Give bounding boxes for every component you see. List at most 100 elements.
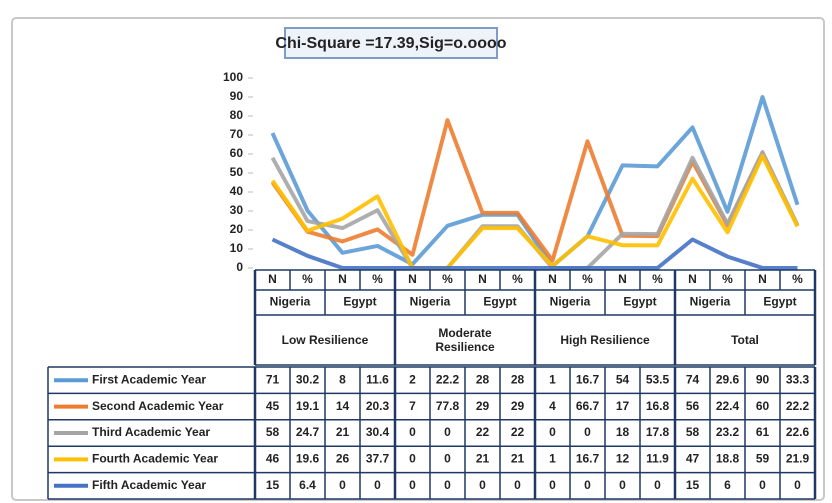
table-value: 0	[654, 478, 661, 492]
y-tick-label: 30	[230, 203, 244, 217]
group-label: High Resilience	[560, 333, 650, 347]
y-tick-label: 60	[230, 146, 244, 160]
table-value: 17	[616, 399, 630, 413]
country-label: Egypt	[343, 295, 376, 309]
table-value: 30.4	[366, 425, 390, 439]
table-value: 21.9	[786, 452, 810, 466]
table-value: 18.8	[716, 452, 740, 466]
x-tick-label: N	[338, 272, 347, 286]
y-tick-label: 0	[236, 260, 243, 274]
legend-label: Fifth Academic Year	[92, 478, 206, 492]
country-label: Nigeria	[550, 295, 591, 309]
table-value: 19.6	[296, 452, 320, 466]
table-value: 22	[476, 425, 490, 439]
table-value: 0	[409, 452, 416, 466]
table-value: 77.8	[436, 399, 460, 413]
table-value: 22.2	[786, 399, 810, 413]
table-value: 0	[444, 478, 451, 492]
table-value: 21	[511, 452, 525, 466]
table-value: 0	[374, 478, 381, 492]
series-line	[271, 237, 798, 270]
series-line	[270, 153, 800, 270]
title-box	[284, 27, 498, 59]
table-value: 0	[549, 425, 556, 439]
y-tick-label: 10	[230, 241, 244, 255]
table-value: 16.7	[576, 452, 600, 466]
y-tick-label: 80	[230, 108, 244, 122]
table-value: 29.6	[716, 372, 740, 386]
table-value: 15	[686, 478, 700, 492]
table-value: 22.6	[786, 425, 810, 439]
group-label: Moderate Resilience	[435, 326, 495, 354]
table-value: 22.2	[436, 372, 460, 386]
table-value: 66.7	[576, 399, 600, 413]
table-value: 29	[476, 399, 490, 413]
table-value: 30.2	[296, 372, 320, 386]
table-value: 0	[409, 478, 416, 492]
x-tick-label: N	[688, 272, 697, 286]
table-value: 0	[409, 425, 416, 439]
series-line	[270, 95, 800, 269]
group-label: Low Resilience	[281, 333, 369, 347]
x-tick-label: %	[442, 272, 453, 286]
table-value: 6	[724, 478, 731, 492]
table-value: 26	[336, 452, 350, 466]
table-value: 18	[616, 425, 630, 439]
x-tick-label: %	[792, 272, 803, 286]
country-label: Nigeria	[270, 295, 311, 309]
table-value: 0	[759, 478, 766, 492]
table-value: 56	[686, 399, 700, 413]
y-tick-label: 90	[230, 89, 244, 103]
table-value: 7	[409, 399, 416, 413]
x-tick-label: N	[478, 272, 487, 286]
x-tick-label: N	[618, 272, 627, 286]
table-value: 22.4	[716, 399, 740, 413]
table-value: 17.8	[646, 425, 670, 439]
table-value: 15	[266, 478, 280, 492]
table-value: 0	[584, 425, 591, 439]
table-value: 11.6	[366, 372, 389, 386]
country-label: Nigeria	[410, 295, 451, 309]
table-value: 47	[686, 452, 700, 466]
x-tick-label: %	[652, 272, 663, 286]
group-label: Total	[731, 333, 759, 347]
x-tick-label: N	[268, 272, 277, 286]
table-value: 1	[549, 452, 556, 466]
country-label: Egypt	[623, 295, 656, 309]
legend-label: Fourth Academic Year	[92, 452, 218, 466]
y-tick-label: 40	[230, 184, 244, 198]
table-value: 21	[476, 452, 490, 466]
table-value: 23.2	[716, 425, 740, 439]
legend-label: Third Academic Year	[92, 425, 210, 439]
table-value: 0	[339, 478, 346, 492]
x-tick-label: %	[582, 272, 593, 286]
table-value: 60	[756, 399, 770, 413]
legend-label: Second Academic Year	[92, 399, 224, 413]
table-value: 20.3	[366, 399, 390, 413]
table-value: 0	[619, 478, 626, 492]
table-value: 0	[514, 478, 521, 492]
table-value: 45	[266, 399, 280, 413]
table-value: 2	[409, 372, 416, 386]
table-value: 29	[511, 399, 525, 413]
table-value: 14	[336, 399, 350, 413]
table-value: 0	[549, 478, 556, 492]
y-tick-label: 70	[230, 127, 244, 141]
x-tick-label: %	[512, 272, 523, 286]
table-value: 8	[339, 372, 346, 386]
y-tick-label: 20	[230, 222, 244, 236]
legend-label: First Academic Year	[92, 372, 206, 386]
table-value: 33.3	[786, 372, 810, 386]
table-value: 59	[756, 452, 770, 466]
table-value: 0	[794, 478, 801, 492]
table-value: 74	[686, 372, 700, 386]
table-value: 61	[756, 425, 770, 439]
table-value: 28	[476, 372, 490, 386]
country-label: Nigeria	[690, 295, 731, 309]
table-value: 1	[549, 372, 556, 386]
table-value: 16.8	[646, 399, 670, 413]
table-value: 58	[686, 425, 700, 439]
table-value: 19.1	[296, 399, 320, 413]
